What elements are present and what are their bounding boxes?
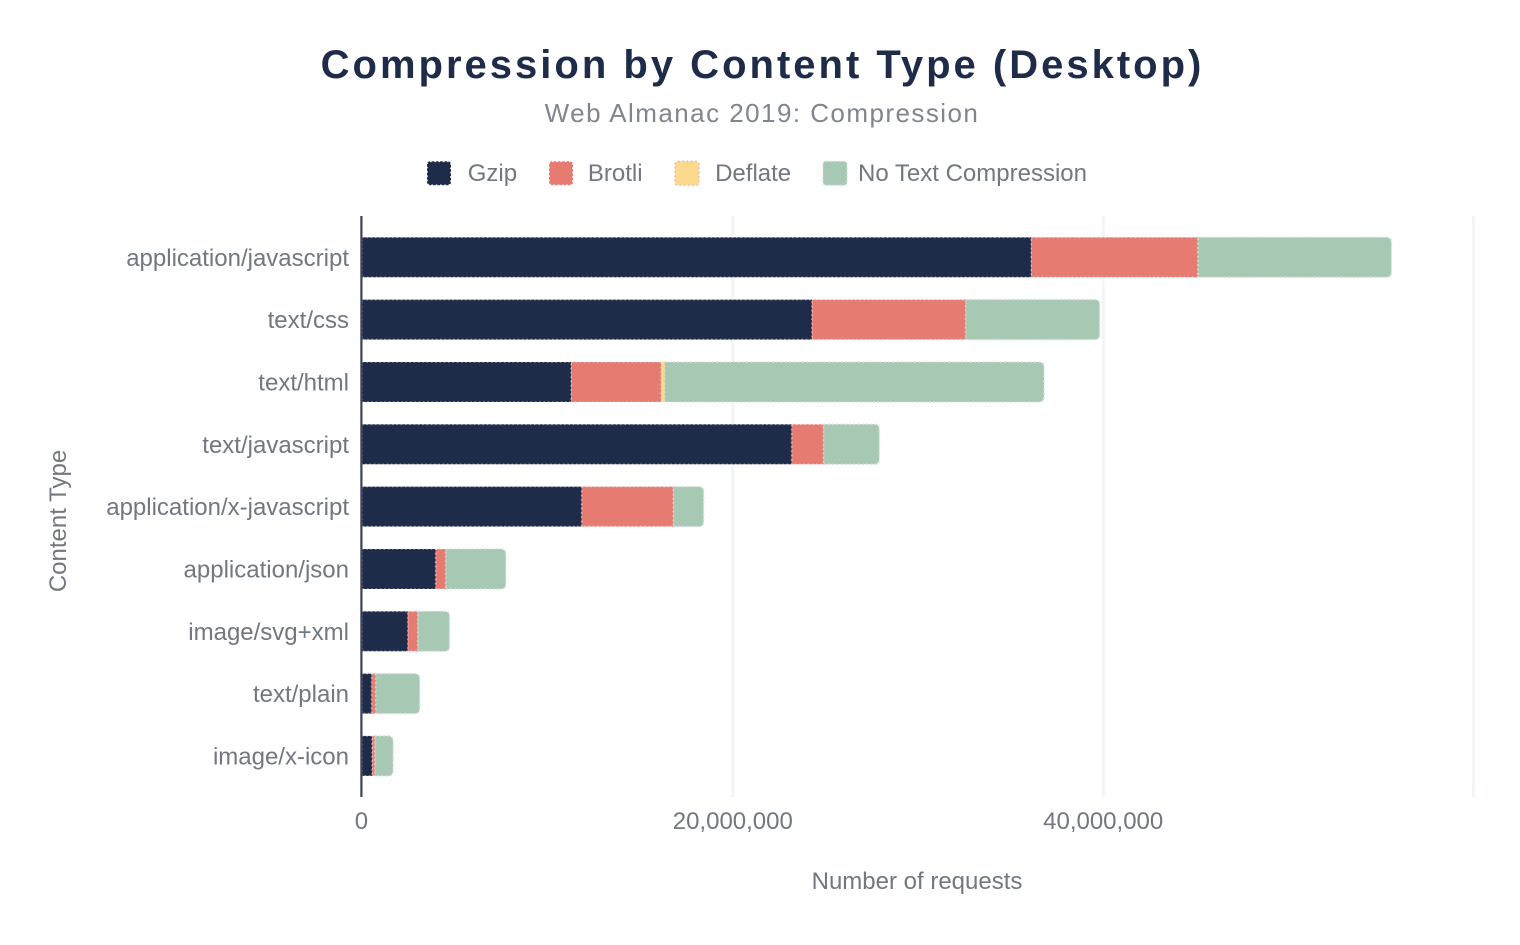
svg-text:20,000,000: 20,000,000 <box>673 808 793 835</box>
svg-text:Gzip: Gzip <box>468 160 517 187</box>
svg-text:Deflate: Deflate <box>715 160 791 187</box>
svg-text:Web Almanac 2019: Compression: Web Almanac 2019: Compression <box>545 98 980 128</box>
svg-text:Compression by Content Type (D: Compression by Content Type (Desktop) <box>321 43 1205 87</box>
svg-text:text/css: text/css <box>268 307 349 334</box>
svg-text:Brotli: Brotli <box>588 160 643 187</box>
svg-text:Number of requests: Number of requests <box>812 868 1023 895</box>
svg-text:application/x-javascript: application/x-javascript <box>106 494 349 521</box>
svg-text:Content Type: Content Type <box>45 450 72 592</box>
svg-text:0: 0 <box>355 808 368 835</box>
svg-text:application/javascript: application/javascript <box>126 245 349 272</box>
svg-text:text/plain: text/plain <box>253 681 349 708</box>
svg-text:application/json: application/json <box>184 557 349 584</box>
svg-text:text/javascript: text/javascript <box>202 432 349 459</box>
svg-text:image/svg+xml: image/svg+xml <box>188 619 349 646</box>
svg-text:text/html: text/html <box>258 370 349 397</box>
svg-text:image/x-icon: image/x-icon <box>213 743 349 770</box>
svg-text:No Text Compression: No Text Compression <box>858 160 1087 187</box>
svg-text:40,000,000: 40,000,000 <box>1043 808 1163 835</box>
